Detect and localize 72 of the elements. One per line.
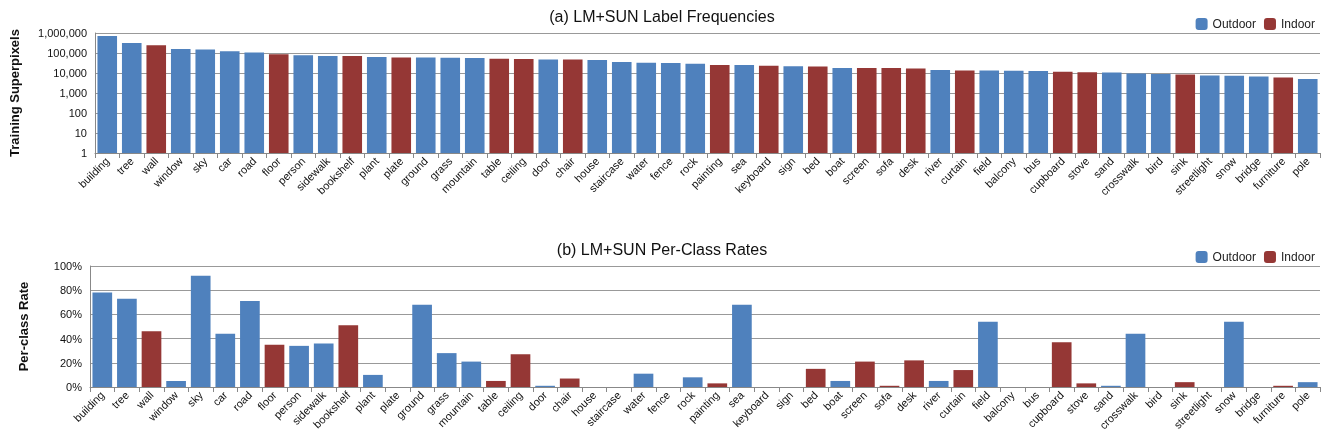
bar bbox=[412, 304, 432, 387]
legend-label: Outdoor bbox=[1212, 250, 1256, 264]
bar bbox=[92, 292, 113, 387]
bar bbox=[264, 344, 285, 387]
legend-label: Outdoor bbox=[1212, 17, 1256, 31]
bar bbox=[190, 275, 211, 387]
bar bbox=[1125, 333, 1146, 387]
bar bbox=[682, 377, 703, 387]
x-tick-label: bird bbox=[1142, 388, 1165, 411]
bar bbox=[215, 333, 236, 387]
x-tick-label: sign bbox=[772, 388, 796, 412]
y-tick-label: 10 bbox=[74, 127, 87, 139]
bar bbox=[510, 354, 531, 387]
bar bbox=[141, 331, 162, 387]
bar bbox=[1076, 383, 1097, 387]
bar bbox=[240, 301, 260, 387]
bar bbox=[953, 370, 974, 387]
bar bbox=[732, 304, 752, 387]
bar bbox=[904, 360, 924, 387]
bar bbox=[855, 361, 875, 387]
y-tick-label: 1 bbox=[80, 147, 87, 159]
y-tick-label: 100,000 bbox=[47, 47, 87, 59]
x-tick-label: sign bbox=[774, 154, 798, 178]
bar bbox=[363, 374, 383, 387]
bar bbox=[1224, 321, 1244, 387]
y-tick-label: 100% bbox=[53, 260, 83, 272]
y-tick-label: 20% bbox=[59, 356, 83, 369]
bar bbox=[436, 353, 457, 387]
x-tick-label: tree bbox=[109, 388, 132, 411]
y-tick-label: 80% bbox=[59, 284, 83, 297]
x-tick-label: car bbox=[210, 388, 230, 409]
bar bbox=[166, 380, 186, 387]
bar bbox=[1174, 382, 1195, 387]
y-tick-label: 40% bbox=[59, 332, 83, 345]
x-tick-label: car bbox=[214, 154, 235, 175]
bar bbox=[117, 298, 137, 387]
bar bbox=[830, 380, 851, 387]
x-tick-label: floor bbox=[255, 388, 279, 413]
bar bbox=[707, 383, 728, 387]
x-tick-label: bed bbox=[800, 154, 822, 177]
bar bbox=[805, 368, 826, 387]
x-tick-label: bed bbox=[798, 388, 820, 411]
bar bbox=[486, 380, 506, 387]
y-tick-label: 10,000 bbox=[53, 67, 87, 79]
x-tick-label: sky bbox=[189, 154, 210, 175]
bar bbox=[1051, 342, 1072, 387]
y-axis-title: Training Superpixels bbox=[7, 29, 22, 157]
legend-label: Indoor bbox=[1280, 17, 1316, 31]
bar bbox=[978, 321, 998, 387]
chart-title: (a) LM+SUN Label Frequencies bbox=[549, 7, 775, 25]
y-tick-label: 60% bbox=[59, 308, 83, 321]
legend-label: Indoor bbox=[1280, 250, 1316, 264]
y-tick-label: 100 bbox=[68, 107, 87, 119]
bar bbox=[1297, 382, 1318, 387]
x-tick-label: sofa bbox=[872, 154, 897, 178]
y-tick-label: 1,000 bbox=[59, 87, 87, 99]
x-tick-label: tree bbox=[114, 154, 136, 177]
x-tick-label: floor bbox=[259, 154, 284, 179]
x-tick-label: bird bbox=[1143, 154, 1165, 177]
x-tick-label: sky bbox=[184, 388, 206, 409]
y-tick-label: 0% bbox=[66, 381, 83, 393]
bar bbox=[559, 378, 580, 387]
y-axis-title: Per-class Rate bbox=[16, 281, 31, 372]
bar bbox=[313, 343, 334, 387]
y-tick-label: 1,000,000 bbox=[38, 27, 87, 39]
x-tick-label: sofa bbox=[870, 388, 895, 412]
bar bbox=[633, 373, 654, 387]
bar bbox=[289, 345, 309, 387]
bar bbox=[461, 361, 482, 387]
bar bbox=[338, 325, 359, 387]
bar bbox=[928, 380, 949, 387]
chart-title: (b) LM+SUN Per-Class Rates bbox=[556, 240, 768, 258]
